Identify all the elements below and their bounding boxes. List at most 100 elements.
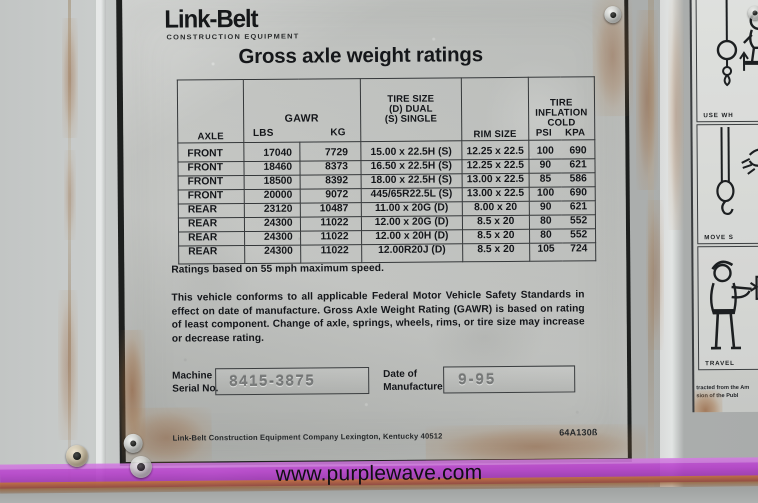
date-label-line2: Manufacture xyxy=(383,381,443,393)
plate-footer-partnumber: 64A130ß xyxy=(559,427,598,438)
cell-axle: FRONT xyxy=(177,142,244,163)
placard-cell-travel: TRAVEL xyxy=(697,245,758,371)
note-speed: Ratings based on 55 mph maximum speed. xyxy=(171,262,385,276)
wall-panel-edge xyxy=(96,0,106,503)
header-gawr-kg: KG xyxy=(330,127,346,139)
cell-lbs: 18460 xyxy=(243,161,300,176)
date-of-manufacture-label: Date of Manufacture xyxy=(383,368,443,394)
cell-kg: 9072 xyxy=(299,188,361,204)
plate-title: Gross axle weight ratings xyxy=(238,43,483,69)
gawr-table: AXLE GAWR LBS KG TIRE SIZE (D) DUAL (S) … xyxy=(177,76,596,265)
cell-kpa: 586 xyxy=(561,172,596,188)
cell-lbs: 24300 xyxy=(244,217,301,232)
gawr-table-body: FRONT 17040 7729 15.00 x 22.5H (S) 12.25 x 2… xyxy=(177,139,596,265)
cell-tire: 16.50 x 22.5H (S) xyxy=(360,159,463,175)
cell-kpa: 690 xyxy=(561,186,596,202)
cell-kg: 11022 xyxy=(300,230,362,246)
cell-kg: 11022 xyxy=(300,216,362,232)
cell-axle: REAR xyxy=(178,245,245,265)
plate-screw-bottom-left xyxy=(123,433,143,453)
placard-footer-line2: sion of the Publ xyxy=(696,393,739,400)
cell-kg: 8373 xyxy=(299,160,361,176)
plate-screw-top-right xyxy=(604,6,622,24)
cell-tire: 12.00R20J (D) xyxy=(361,243,463,263)
cell-kpa: 552 xyxy=(562,214,596,230)
serial-number-field: 8415-3875 xyxy=(215,367,370,396)
cell-kg: 8392 xyxy=(299,174,361,190)
cell-psi: 90 xyxy=(528,201,563,216)
placard-cell-1-label: USE WH xyxy=(703,111,734,120)
cell-axle: FRONT xyxy=(178,175,244,191)
header-kpa: KPA xyxy=(565,127,586,139)
link-belt-logo: Link-Belt xyxy=(164,4,258,34)
cell-lbs: 24300 xyxy=(244,231,301,246)
placard-footer: tracted from the Am sion of the Publ xyxy=(696,384,758,401)
cell-rim: 12.25 x 22.5 xyxy=(461,159,529,174)
cell-rim: 13.00 x 22.5 xyxy=(462,173,529,188)
table-header-row: AXLE GAWR LBS KG TIRE SIZE (D) DUAL (S) … xyxy=(177,76,595,144)
header-tire-size-line3: (S) SINGLE xyxy=(384,113,438,125)
gawr-table-wrapper: AXLE GAWR LBS KG TIRE SIZE (D) DUAL (S) … xyxy=(177,76,596,265)
cell-axle: REAR xyxy=(178,231,245,247)
cell-tire: 15.00 x 22.5H (S) xyxy=(360,140,462,161)
cell-kg: 11022 xyxy=(300,244,362,264)
link-belt-logo-subtitle: CONSTRUCTION EQUIPMENT xyxy=(166,31,300,42)
cell-kpa: 621 xyxy=(561,158,596,174)
plate-content: Link-Belt CONSTRUCTION EQUIPMENT Gross a… xyxy=(122,0,628,462)
cell-kpa: 724 xyxy=(562,242,596,262)
header-rim-size: RIM SIZE xyxy=(461,77,529,141)
cell-tire: 12.00 x 20H (D) xyxy=(361,229,463,245)
cell-axle: FRONT xyxy=(177,161,244,177)
worker-pointing-icon xyxy=(709,260,758,350)
safety-pictogram-placard: USE WH MOVE S xyxy=(689,0,758,413)
header-psi: PSI xyxy=(535,127,552,139)
placard-footer-line1: tracted from the Am xyxy=(696,384,750,392)
gawr-table-head: AXLE GAWR LBS KG TIRE SIZE (D) DUAL (S) … xyxy=(177,76,595,144)
placard-cell-2-label: MOVE S xyxy=(704,233,734,242)
cell-psi: 90 xyxy=(528,159,562,174)
cell-kpa: 690 xyxy=(561,139,595,160)
header-tire-inflation: TIRE INFLATION COLD PSI KPA xyxy=(527,76,595,141)
cell-psi: 100 xyxy=(528,140,562,160)
header-axle: AXLE xyxy=(177,79,244,144)
cell-axle: FRONT xyxy=(178,189,244,205)
cell-psi: 80 xyxy=(529,229,563,244)
cell-psi: 100 xyxy=(528,187,563,202)
bottom-rail-screw-left xyxy=(66,445,88,467)
date-of-manufacture-value: 9-95 xyxy=(458,371,497,389)
cell-rim: 8.5 x 20 xyxy=(462,215,530,230)
plate-footer-company: Link-Belt Construction Equipment Company… xyxy=(172,431,443,443)
hoist-operator-icon xyxy=(716,0,758,87)
serial-number-value: 8415-3875 xyxy=(229,372,316,391)
placard-screw xyxy=(748,6,758,20)
cell-lbs: 17040 xyxy=(243,142,300,162)
cell-lbs: 18500 xyxy=(243,175,300,190)
wall-panel-edge-right xyxy=(660,0,684,503)
cell-tire: 12.00 x 20G (D) xyxy=(360,215,463,231)
cell-kg: 7729 xyxy=(299,141,361,162)
placard-cell-use-when: USE WH xyxy=(695,0,758,123)
cell-psi: 85 xyxy=(528,173,562,188)
header-gawr: GAWR LBS KG xyxy=(243,78,361,143)
note-conformance: This vehicle conforms to all applicable … xyxy=(171,289,585,345)
placard-cell-move-s: MOVE S xyxy=(696,123,758,245)
cell-axle: REAR xyxy=(178,203,245,219)
cell-rim: 13.00 x 22.5 xyxy=(462,187,529,202)
cell-tire: 11.00 x 20G (D) xyxy=(360,201,463,217)
header-tire-size: TIRE SIZE (D) DUAL (S) SINGLE xyxy=(359,77,462,142)
serial-number-label-line1: Machine xyxy=(172,370,213,382)
date-label-line1: Date of xyxy=(383,368,418,380)
cell-kpa: 552 xyxy=(562,228,596,244)
wall-seam-right xyxy=(648,0,654,503)
hook-hand-icon xyxy=(716,127,758,216)
cell-tire: 445/65R22.5L (S) xyxy=(360,187,463,203)
cell-rim: 12.25 x 22.5 xyxy=(461,140,529,160)
cell-rim: 8.5 x 20 xyxy=(462,243,530,262)
header-gawr-lbs: LBS xyxy=(252,127,274,139)
cell-tire: 18.00 x 22.5H (S) xyxy=(360,173,463,189)
serial-number-label: Machine Serial No. xyxy=(172,370,218,396)
cell-lbs: 24300 xyxy=(244,245,301,264)
gawr-data-plate: Link-Belt CONSTRUCTION EQUIPMENT Gross a… xyxy=(118,0,646,470)
date-of-manufacture-field: 9-95 xyxy=(443,365,576,394)
